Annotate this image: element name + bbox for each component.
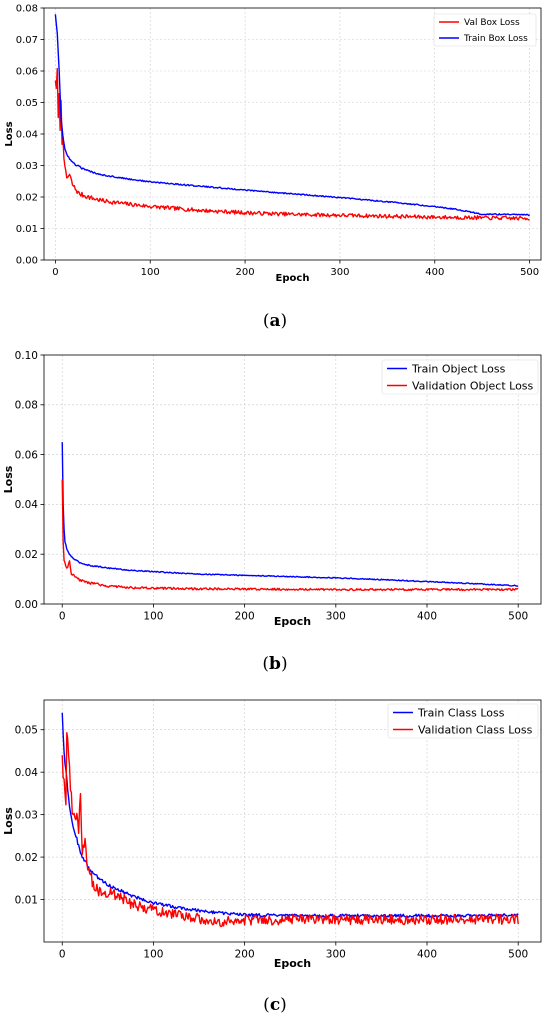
y-tick-label: 0.01: [15, 894, 38, 906]
y-tick-label: 0.05: [16, 98, 38, 109]
x-tick-label: 400: [417, 611, 437, 623]
x-tick-label: 200: [235, 611, 255, 623]
y-tick-label: 0.06: [15, 449, 39, 461]
legend-label: Train Object Loss: [411, 362, 506, 375]
x-tick-label: 0: [52, 267, 58, 278]
y-tick-label: 0.02: [15, 852, 38, 864]
caption-c: (c): [263, 995, 287, 1015]
y-tick-label: 0.08: [16, 4, 38, 15]
y-tick-label: 0.04: [16, 130, 38, 141]
x-tick-label: 500: [520, 267, 539, 278]
y-tick-label: 0.08: [15, 400, 38, 412]
y-tick-label: 0.07: [16, 35, 38, 46]
x-tick-label: 400: [425, 267, 444, 278]
x-tick-label: 500: [508, 611, 528, 623]
y-tick-label: 0.03: [15, 809, 38, 821]
x-tick-label: 100: [143, 949, 163, 961]
series-line: [61, 731, 519, 928]
plot-frame: [43, 699, 542, 943]
series-line: [54, 67, 530, 221]
x-tick-label: 0: [59, 611, 66, 623]
x-tick-label: 300: [326, 949, 346, 961]
chart-c: 0 100 200 300 400 500 0.01 0.02 0.03 0.04 0.05 Epoc…: [2, 699, 542, 970]
chart-b: 0 100 200 300 400 500 0.00 0.02 0.04 0.06 0.08 0.10…: [2, 350, 542, 628]
y-axis-label: Loss: [2, 807, 15, 835]
y-tick-label: 0.02: [15, 549, 38, 561]
legend-box: [433, 13, 537, 47]
plot-frame: [43, 354, 542, 605]
y-tick-label: 0.04: [15, 767, 39, 779]
legend-label: Validation Object Loss: [412, 379, 534, 392]
legend-box: [387, 703, 539, 739]
y-tick-label: 0.03: [16, 161, 38, 172]
x-tick-label: 400: [417, 949, 437, 961]
y-tick-label: 0.02: [16, 193, 38, 204]
legend: Train Class Loss Validation Class Loss: [387, 703, 539, 739]
series-line: [61, 712, 519, 918]
legend-label: Val Box Loss: [464, 18, 520, 28]
y-tick-label: 0.00: [15, 599, 38, 611]
series-line: [54, 14, 531, 217]
caption-a: (a): [262, 311, 288, 331]
x-tick-label: 0: [59, 949, 66, 961]
y-tick-label: 0.00: [16, 256, 38, 267]
x-tick-label: 500: [508, 949, 528, 961]
series-line: [61, 479, 519, 592]
x-axis-label: Epoch: [276, 273, 310, 284]
y-tick-label: 0.01: [16, 224, 38, 235]
caption-b: (b): [262, 654, 288, 674]
y-tick-label: 0.05: [15, 724, 38, 736]
legend-label: Train Class Loss: [417, 706, 505, 719]
x-tick-label: 300: [326, 611, 346, 623]
x-tick-label: 200: [235, 949, 255, 961]
y-axis-label: Loss: [4, 121, 15, 146]
x-axis-label: Epoch: [274, 615, 311, 628]
series-line: [61, 442, 519, 587]
y-axis-label: Loss: [2, 465, 15, 493]
legend-label: Validation Class Loss: [418, 723, 533, 736]
x-axis-label: Epoch: [274, 957, 311, 970]
x-tick-label: 100: [141, 267, 160, 278]
legend: Val Box Loss Train Box Loss: [433, 13, 537, 47]
y-tick-label: 0.06: [16, 67, 38, 78]
chart-a: 0 100 200 300 400 500 0.00 0.01 0.02 0.03 0.04 0.05…: [4, 4, 542, 284]
y-tick-label: 0.04: [15, 499, 39, 511]
legend: Train Object Loss Validation Object Loss: [381, 359, 539, 395]
x-tick-label: 100: [143, 611, 163, 623]
legend-box: [381, 359, 539, 395]
y-tick-label: 0.10: [15, 350, 38, 362]
x-tick-label: 200: [236, 267, 255, 278]
legend-label: Train Box Loss: [463, 34, 528, 44]
x-tick-label: 300: [330, 267, 349, 278]
